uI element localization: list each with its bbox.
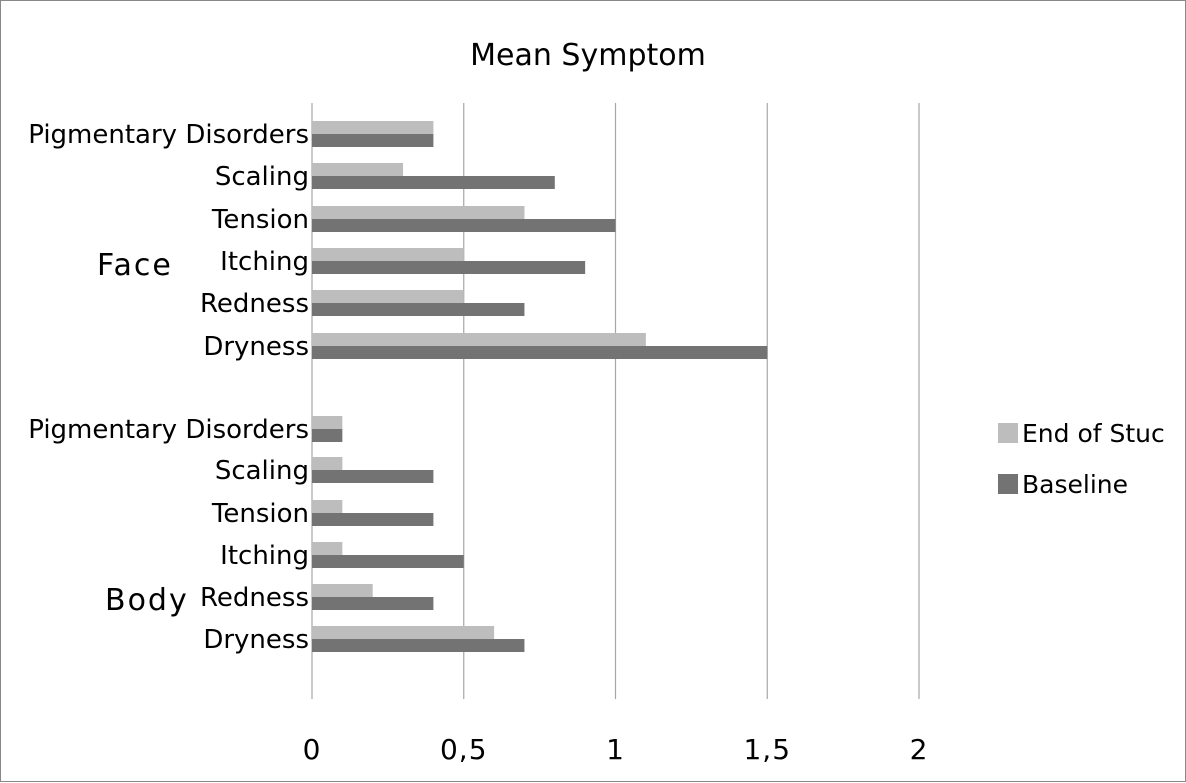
legend-label-0: End of Stuc bbox=[1022, 419, 1165, 448]
bar-end-of-study-8 bbox=[312, 500, 343, 513]
x-tick-label-2: 1 bbox=[606, 733, 625, 766]
group-label-body: Body bbox=[105, 583, 189, 618]
x-tick-label-1: 0,5 bbox=[440, 733, 488, 766]
bar-baseline-7 bbox=[312, 470, 434, 483]
category-label-5: Dryness bbox=[203, 332, 309, 362]
category-label-8: Tension bbox=[211, 499, 309, 529]
category-label-9: Itching bbox=[220, 541, 309, 571]
bar-baseline-10 bbox=[312, 597, 434, 610]
x-tick-label-0: 0 bbox=[303, 733, 322, 766]
bar-end-of-study-1 bbox=[312, 163, 404, 176]
category-label-7: Scaling bbox=[215, 456, 309, 486]
bar-end-of-study-2 bbox=[312, 206, 525, 219]
bars bbox=[312, 121, 768, 652]
category-label-0: Pigmentary Disorders bbox=[28, 120, 309, 150]
x-tick-label-4: 2 bbox=[910, 733, 929, 766]
bar-end-of-study-7 bbox=[312, 457, 343, 470]
bar-baseline-4 bbox=[312, 303, 525, 316]
bar-end-of-study-0 bbox=[312, 121, 434, 134]
bar-baseline-5 bbox=[312, 346, 768, 359]
bar-baseline-11 bbox=[312, 639, 525, 652]
legend: End of Stuc Baseline bbox=[998, 419, 1165, 499]
category-label-11: Dryness bbox=[203, 625, 309, 655]
category-label-6: Pigmentary Disorders bbox=[28, 415, 309, 445]
legend-label-1: Baseline bbox=[1022, 470, 1128, 499]
legend-swatch-0 bbox=[998, 423, 1018, 443]
bar-baseline-6 bbox=[312, 429, 343, 442]
bar-baseline-8 bbox=[312, 513, 434, 526]
group-label-face: Face bbox=[97, 248, 173, 283]
category-label-1: Scaling bbox=[215, 162, 309, 192]
bar-end-of-study-10 bbox=[312, 584, 373, 597]
chart-title: Mean Symptom bbox=[470, 38, 706, 73]
category-label-10: Redness bbox=[200, 583, 309, 613]
bar-baseline-1 bbox=[312, 176, 555, 189]
legend-swatch-1 bbox=[998, 474, 1018, 494]
bar-baseline-3 bbox=[312, 261, 586, 274]
category-label-3: Itching bbox=[220, 247, 309, 277]
bar-baseline-0 bbox=[312, 134, 434, 147]
bar-baseline-2 bbox=[312, 219, 616, 232]
category-label-4: Redness bbox=[200, 289, 309, 319]
bar-baseline-9 bbox=[312, 555, 464, 568]
x-axis-ticks: 0 0,5 1 1,5 2 bbox=[303, 733, 929, 766]
bar-end-of-study-9 bbox=[312, 542, 343, 555]
bar-end-of-study-3 bbox=[312, 248, 464, 261]
bar-end-of-study-11 bbox=[312, 626, 495, 639]
category-label-2: Tension bbox=[211, 205, 309, 235]
bar-end-of-study-4 bbox=[312, 290, 464, 303]
category-labels: Pigmentary Disorders Scaling Tension Itchin… bbox=[28, 120, 309, 655]
bar-end-of-study-5 bbox=[312, 333, 646, 346]
bar-end-of-study-6 bbox=[312, 416, 343, 429]
x-tick-label-3: 1,5 bbox=[743, 733, 791, 766]
